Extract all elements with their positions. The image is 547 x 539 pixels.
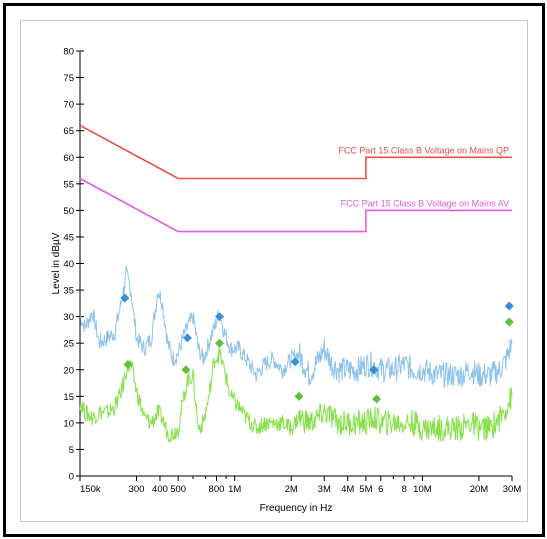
qp-marker (214, 312, 224, 322)
qp-marker (504, 301, 514, 311)
y-tick-label: 10 (63, 418, 74, 429)
y-tick-label: 65 (63, 126, 74, 137)
y-tick-label: 30 (63, 312, 74, 323)
y-tick-label: 50 (63, 206, 74, 217)
average-trace (79, 347, 513, 443)
x-tick-label: 20M (470, 484, 489, 495)
y-tick-label: 15 (63, 392, 74, 403)
x-tick-label: 2M (285, 484, 298, 495)
av-marker (214, 338, 224, 348)
x-tick-label: 3M (318, 484, 331, 495)
x-tick-label: 5M (359, 484, 372, 495)
x-tick-label: 150k (80, 484, 101, 495)
x-tick-label: 8 (402, 484, 407, 495)
chart-panel: 0 5 10 15 20 25 30 35 40 45 50 55 60 65 70 75 80 150k 300 4… (20, 20, 528, 522)
x-tick-label: 300 (129, 484, 145, 495)
axes: 0 5 10 15 20 25 30 35 40 45 50 55 60 65 70 75 80 150k 300 4… (63, 47, 521, 496)
qp-marker (290, 357, 300, 367)
qp-limit-label: FCC Part 15 Class B Voltage on Mains QP (338, 145, 509, 155)
qp-marker (120, 293, 130, 303)
x-tick-label: 1M (228, 484, 241, 495)
final-markers (120, 293, 514, 404)
av-marker (294, 391, 304, 401)
y-tick-label: 70 (63, 100, 74, 111)
y-tick-label: 20 (63, 365, 74, 376)
y-axis-label: Level in dBµV (51, 232, 62, 294)
av-marker (504, 317, 514, 327)
y-tick-label: 5 (69, 445, 74, 456)
x-axis-label: Frequency in Hz (260, 503, 333, 514)
x-tick-label: 800 (209, 484, 225, 495)
x-tick-label: 4M (341, 484, 354, 495)
y-tick-label: 45 (63, 232, 74, 243)
av-limit-label: FCC Part 15 Class B Voltage on Mains AV (341, 198, 509, 208)
qp-limit-line (79, 124, 512, 180)
y-tick-label: 25 (63, 339, 74, 350)
av-marker (181, 365, 191, 375)
y-tick-label: 55 (63, 179, 74, 190)
chart-window-frame: 0 5 10 15 20 25 30 35 40 45 50 55 60 65 70 75 80 150k 300 4… (3, 3, 545, 537)
av-marker (123, 359, 133, 369)
qp-marker (182, 333, 192, 343)
x-tick-label: 30M (503, 484, 522, 495)
y-tick-label: 40 (63, 259, 74, 270)
x-tick-label: 500 (170, 484, 186, 495)
av-marker (372, 394, 382, 404)
y-tick-label: 75 (63, 73, 74, 84)
y-tick-label: 60 (63, 153, 74, 164)
x-tick-label: 10M (413, 484, 432, 495)
qp-marker (369, 365, 379, 375)
x-tick-label: 400 (152, 484, 168, 495)
limit-lines: FCC Part 15 Class B Voltage on Mains QP F… (79, 124, 512, 233)
y-tick-label: 35 (63, 286, 74, 297)
y-tick-label: 0 (69, 472, 74, 483)
peak-trace (79, 265, 513, 389)
av-limit-line (79, 177, 512, 233)
y-tick-label: 80 (63, 47, 74, 58)
measurement-traces (79, 265, 513, 443)
emission-chart: 0 5 10 15 20 25 30 35 40 45 50 55 60 65 70 75 80 150k 300 4… (51, 47, 521, 515)
x-tick-label: 6 (378, 484, 383, 495)
